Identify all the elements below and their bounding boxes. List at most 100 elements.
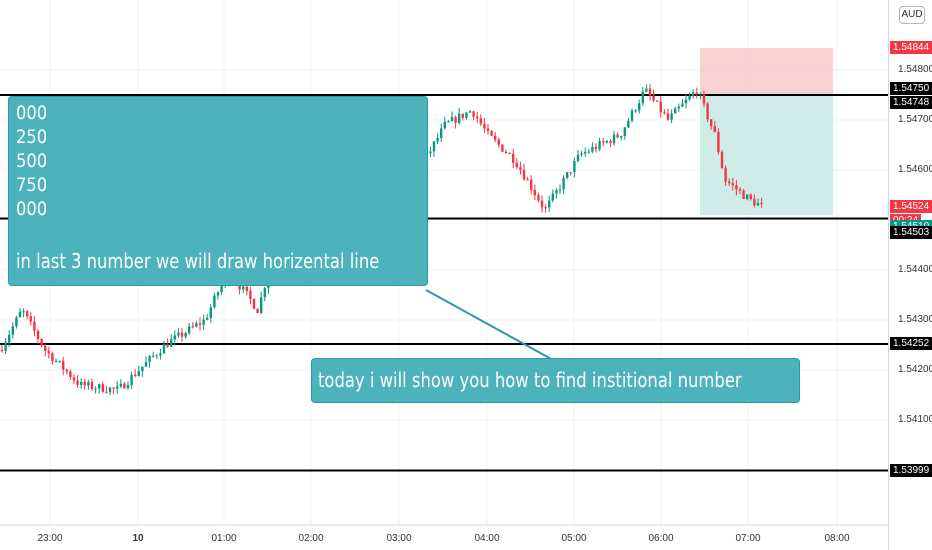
candle-body (256, 308, 259, 313)
price-axis-label: 1.54600 (898, 164, 932, 175)
candle-body (177, 332, 180, 336)
time-axis-label: 23:00 (37, 533, 63, 544)
candle-body (98, 384, 101, 389)
candle-body (62, 360, 65, 370)
price-axis-label: 1.54300 (898, 314, 932, 325)
candle-body (155, 355, 158, 357)
candle-body (166, 344, 169, 347)
candle-body (260, 297, 263, 313)
candle-body (126, 384, 130, 389)
candle-body (440, 128, 443, 138)
candle-body (519, 167, 522, 170)
candle-body (569, 172, 572, 174)
candle-body (674, 108, 677, 114)
candle-body (602, 141, 605, 143)
candle-body (731, 183, 734, 186)
candle-body (87, 382, 90, 386)
callout-number: 000 (16, 102, 48, 124)
price-tag: 1.54524 (890, 200, 932, 213)
candle-body (101, 384, 104, 392)
candle-body (144, 361, 148, 367)
price-tag: 1.53999 (890, 463, 932, 477)
candle-body (670, 113, 673, 120)
candle-body (263, 288, 266, 298)
candle-body (713, 126, 716, 132)
candle-body (533, 189, 536, 196)
candle-body (123, 383, 126, 389)
candle-body (742, 190, 745, 199)
candle-body (573, 160, 576, 173)
candle-body (15, 317, 18, 327)
candle-body (684, 99, 688, 104)
price-tag: 1.54252 (890, 337, 932, 350)
candle-body (159, 353, 162, 356)
candle-body (587, 151, 590, 153)
time-axis-label: 05:00 (561, 533, 587, 544)
candle-body (746, 194, 749, 199)
candle-body (198, 323, 202, 325)
price-tag: 1.54844 (890, 41, 932, 54)
candle-body (526, 179, 529, 181)
candle-body (141, 366, 144, 372)
candle-body (681, 103, 684, 107)
candle-body (486, 128, 490, 131)
candle-body (429, 151, 432, 154)
candle-body (648, 88, 652, 96)
candle-body (213, 295, 216, 308)
candle-body (26, 311, 29, 317)
candle-body (548, 200, 551, 208)
price-axis-label: 1.54100 (898, 414, 932, 425)
candle-body (656, 100, 659, 102)
candle-body (69, 371, 72, 378)
candle-body (476, 116, 479, 119)
candle-body (29, 316, 32, 322)
candle-body (652, 95, 655, 101)
candle-body (8, 334, 11, 343)
candle-body (728, 181, 731, 184)
candle-body (137, 371, 140, 376)
candle-body (530, 179, 533, 190)
candle-body (598, 141, 601, 150)
candle-body (152, 355, 155, 357)
candle-body (191, 326, 194, 328)
time-axis-label: 04:00 (474, 533, 500, 544)
take-profit-zone (700, 96, 833, 215)
candle-body (206, 317, 209, 320)
candle-body (688, 96, 691, 100)
institutional-numbers-callout[interactable]: 000 250 500 750 000 in last 3 number we … (8, 96, 428, 286)
candle-body (40, 338, 43, 346)
price-tag: 1.54748 (890, 96, 932, 109)
callout-number: 250 (16, 126, 48, 148)
candle-body (108, 387, 112, 393)
candle-body (65, 369, 68, 372)
candle-body (54, 360, 58, 362)
candle-body (80, 381, 83, 386)
candle-body (458, 113, 461, 123)
candle-body (594, 146, 598, 150)
price-axis-label: 1.54800 (898, 64, 932, 75)
candle-body (148, 356, 151, 362)
candle-body (130, 374, 133, 385)
candle-body (702, 94, 706, 104)
candle-body (468, 111, 472, 113)
institutional-number-callout[interactable]: today i will show you how to find instit… (311, 358, 800, 403)
candle-body (735, 185, 738, 190)
candle-body (90, 382, 94, 389)
candle-body (562, 177, 565, 190)
candle-body (623, 127, 626, 136)
candle-body (116, 386, 119, 389)
price-axis-label: 1.54400 (898, 264, 932, 275)
time-axis-label: 01:00 (211, 533, 237, 544)
candle-body (666, 113, 670, 120)
candle-body (620, 135, 623, 138)
currency-badge[interactable]: AUD (899, 6, 925, 24)
candle-body (659, 101, 662, 113)
candle-body (51, 353, 54, 362)
candle-body (630, 110, 634, 121)
candle-body (119, 383, 122, 387)
candle-body (202, 319, 205, 325)
candle-body (18, 311, 22, 318)
candle-body (447, 121, 450, 123)
candle-body (645, 88, 648, 92)
candle-body (760, 203, 763, 205)
